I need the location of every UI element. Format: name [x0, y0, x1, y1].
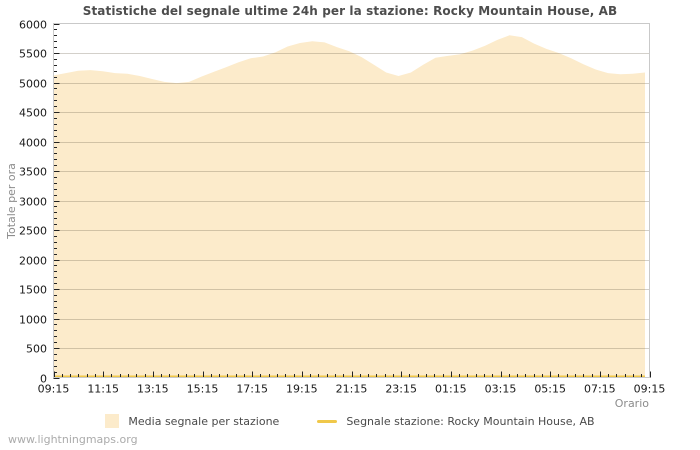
watermark: www.lightningmaps.org	[8, 433, 138, 446]
legend: Media segnale per stazione Segnale stazi…	[0, 412, 700, 430]
x-tick-label: 05:15	[534, 383, 566, 396]
x-tick-label: 01:15	[435, 383, 467, 396]
legend-item-station: Segnale stazione: Rocky Mountain House, …	[317, 414, 595, 428]
line-swatch-icon	[317, 419, 338, 423]
x-tick-label: 03:15	[485, 383, 517, 396]
y-tick-label: 6000	[19, 19, 47, 32]
area-swatch-icon	[105, 414, 120, 428]
y-tick-label: 5500	[19, 48, 47, 61]
y-axis-title: Totale per ora	[5, 163, 18, 239]
y-tick-label: 1500	[19, 284, 47, 297]
y-tick-label: 3000	[19, 196, 47, 209]
y-tick-label: 500	[26, 343, 47, 356]
legend-item-average: Media segnale per stazione	[105, 414, 279, 428]
y-tick-label: 3500	[19, 166, 47, 179]
x-tick-label: 17:15	[236, 383, 268, 396]
area-series	[53, 35, 645, 378]
x-tick-label: 21:15	[336, 383, 368, 396]
x-tick-label: 19:15	[286, 383, 318, 396]
y-tick-label: 0	[40, 373, 47, 386]
y-tick-label: 4000	[19, 137, 47, 150]
plot-frame	[53, 23, 650, 378]
x-tick-label: 09:15	[38, 383, 70, 396]
legend-label-station: Segnale stazione: Rocky Mountain House, …	[346, 414, 595, 428]
x-axis-title: Orario	[614, 397, 649, 410]
x-tick-label: 23:15	[385, 383, 417, 396]
y-tick-label: 2500	[19, 225, 47, 238]
y-tick-label: 5000	[19, 78, 47, 91]
x-tick-label: 11:15	[87, 383, 119, 396]
y-tick-label: 2000	[19, 255, 47, 268]
x-tick-label: 15:15	[187, 383, 219, 396]
y-tick-label: 4500	[19, 107, 47, 120]
chart-title: Statistiche del segnale ultime 24h per l…	[82, 4, 618, 18]
legend-label-average: Media segnale per stazione	[128, 414, 280, 428]
y-tick-label: 1000	[19, 314, 47, 327]
x-tick-label: 09:15	[634, 383, 666, 396]
x-tick-label: 13:15	[137, 383, 169, 396]
x-tick-label: 07:15	[584, 383, 616, 396]
